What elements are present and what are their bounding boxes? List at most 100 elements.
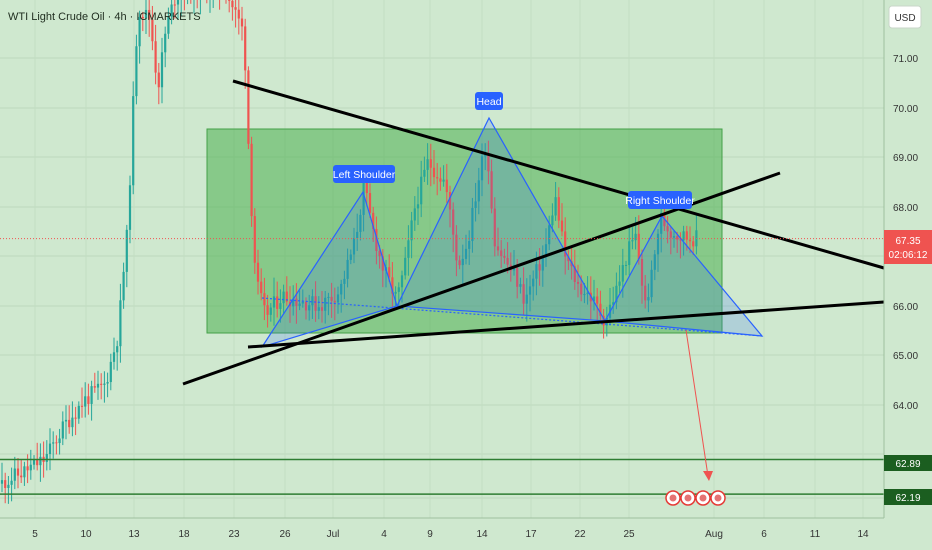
y-tick-label: 64.00 — [893, 401, 918, 412]
x-tick-label: Aug — [705, 529, 723, 540]
candle-body — [586, 292, 589, 295]
candle-body — [80, 405, 84, 407]
candle-body — [247, 70, 250, 144]
candle-body — [420, 176, 423, 205]
candle-body — [68, 419, 71, 428]
candle-body — [506, 257, 509, 265]
candle-body — [228, 0, 231, 1]
currency-button[interactable] — [888, 5, 922, 29]
candle-body — [263, 293, 266, 306]
candle-body — [141, 16, 144, 19]
candle-body — [295, 298, 298, 306]
candle-body — [576, 281, 580, 284]
candle-body — [71, 417, 74, 428]
support-trendline — [247, 300, 885, 349]
x-tick-label: 22 — [574, 529, 586, 540]
candle-body — [599, 303, 602, 316]
candle-body — [269, 307, 272, 315]
candle-body — [100, 383, 103, 385]
right-shoulder-triangle — [604, 214, 764, 337]
candle-body — [20, 475, 23, 478]
candle-body — [93, 386, 96, 388]
candle-body — [327, 296, 330, 298]
candle-body — [544, 244, 548, 256]
candle-body — [170, 4, 173, 17]
candle-body — [253, 216, 256, 263]
x-tick-label: 17 — [525, 529, 537, 540]
x-tick-label: 6 — [761, 529, 767, 540]
candle-body — [103, 383, 106, 385]
neckline-dotted — [261, 297, 763, 337]
candle-body — [279, 303, 282, 309]
candle-body — [372, 212, 375, 230]
candle-body — [551, 215, 554, 226]
candle-body — [106, 382, 109, 384]
level-tag-62-89 — [884, 455, 932, 471]
candle-body — [301, 301, 304, 304]
candle-body — [16, 468, 20, 476]
candle-body — [346, 259, 349, 279]
candle-body — [23, 466, 26, 478]
event-flag-icon-inner — [669, 494, 677, 502]
candle-body — [160, 52, 164, 88]
price-axis[interactable]: USD 71.00 70.00 69.00 68.00 66.00 65.00 … — [883, 0, 932, 550]
x-tick-label: 5 — [32, 529, 38, 540]
candle-body — [468, 241, 471, 249]
candle-body — [77, 405, 80, 419]
head-triangle — [396, 116, 607, 322]
candle-body — [637, 233, 640, 260]
candle-body — [522, 284, 525, 304]
candle-body — [352, 238, 356, 255]
head-label-text: Head — [476, 96, 501, 108]
candle-body — [151, 19, 154, 42]
candle-body — [164, 33, 167, 53]
candle-body — [423, 169, 426, 177]
candle-body — [32, 459, 36, 465]
right-shoulder-label: Right Shoulder — [625, 191, 695, 209]
x-tick-label: 14 — [857, 529, 869, 540]
candle-body — [282, 291, 285, 304]
candle-body — [388, 267, 391, 278]
candle-body — [573, 266, 576, 282]
candle-body — [407, 240, 410, 258]
candle-body — [548, 225, 551, 245]
candle-body — [87, 396, 90, 404]
candle-body — [36, 459, 39, 466]
candle-body — [413, 208, 416, 221]
candle-body — [692, 241, 695, 247]
candle-body — [628, 241, 631, 265]
candle-body — [260, 281, 263, 294]
candle-body — [538, 264, 541, 271]
candle-body — [356, 231, 359, 239]
y-tick-label: 69.00 — [893, 153, 918, 164]
candle-body — [400, 275, 404, 288]
candle-body — [381, 256, 384, 271]
x-tick-label: 13 — [128, 529, 140, 540]
head-and-shoulders-pattern — [260, 116, 764, 349]
x-tick-label: 23 — [228, 529, 240, 540]
candle-body — [391, 277, 394, 294]
candle-body — [234, 7, 237, 10]
candle-body — [112, 352, 116, 362]
candle-body — [452, 209, 455, 235]
time-axis[interactable]: 5 10 13 18 23 26 Jul 4 9 14 17 22 25 Aug… — [0, 517, 884, 550]
level-tag-62-19 — [884, 489, 932, 505]
candle-body — [394, 291, 397, 294]
candles — [0, 0, 698, 504]
candle-body — [528, 286, 532, 295]
candle-body — [596, 296, 599, 304]
candle-body — [74, 417, 77, 419]
candle-body — [96, 383, 100, 388]
candle-body — [477, 180, 480, 202]
candle-body — [244, 26, 247, 71]
candle-body — [167, 16, 170, 34]
candle-body — [490, 171, 493, 209]
horizontal-levels — [0, 238, 884, 495]
candle-body — [132, 96, 135, 186]
projection-arrowhead — [703, 471, 713, 481]
currency-label: USD — [894, 13, 915, 24]
candle-body — [135, 46, 138, 97]
candle-body — [285, 291, 288, 302]
